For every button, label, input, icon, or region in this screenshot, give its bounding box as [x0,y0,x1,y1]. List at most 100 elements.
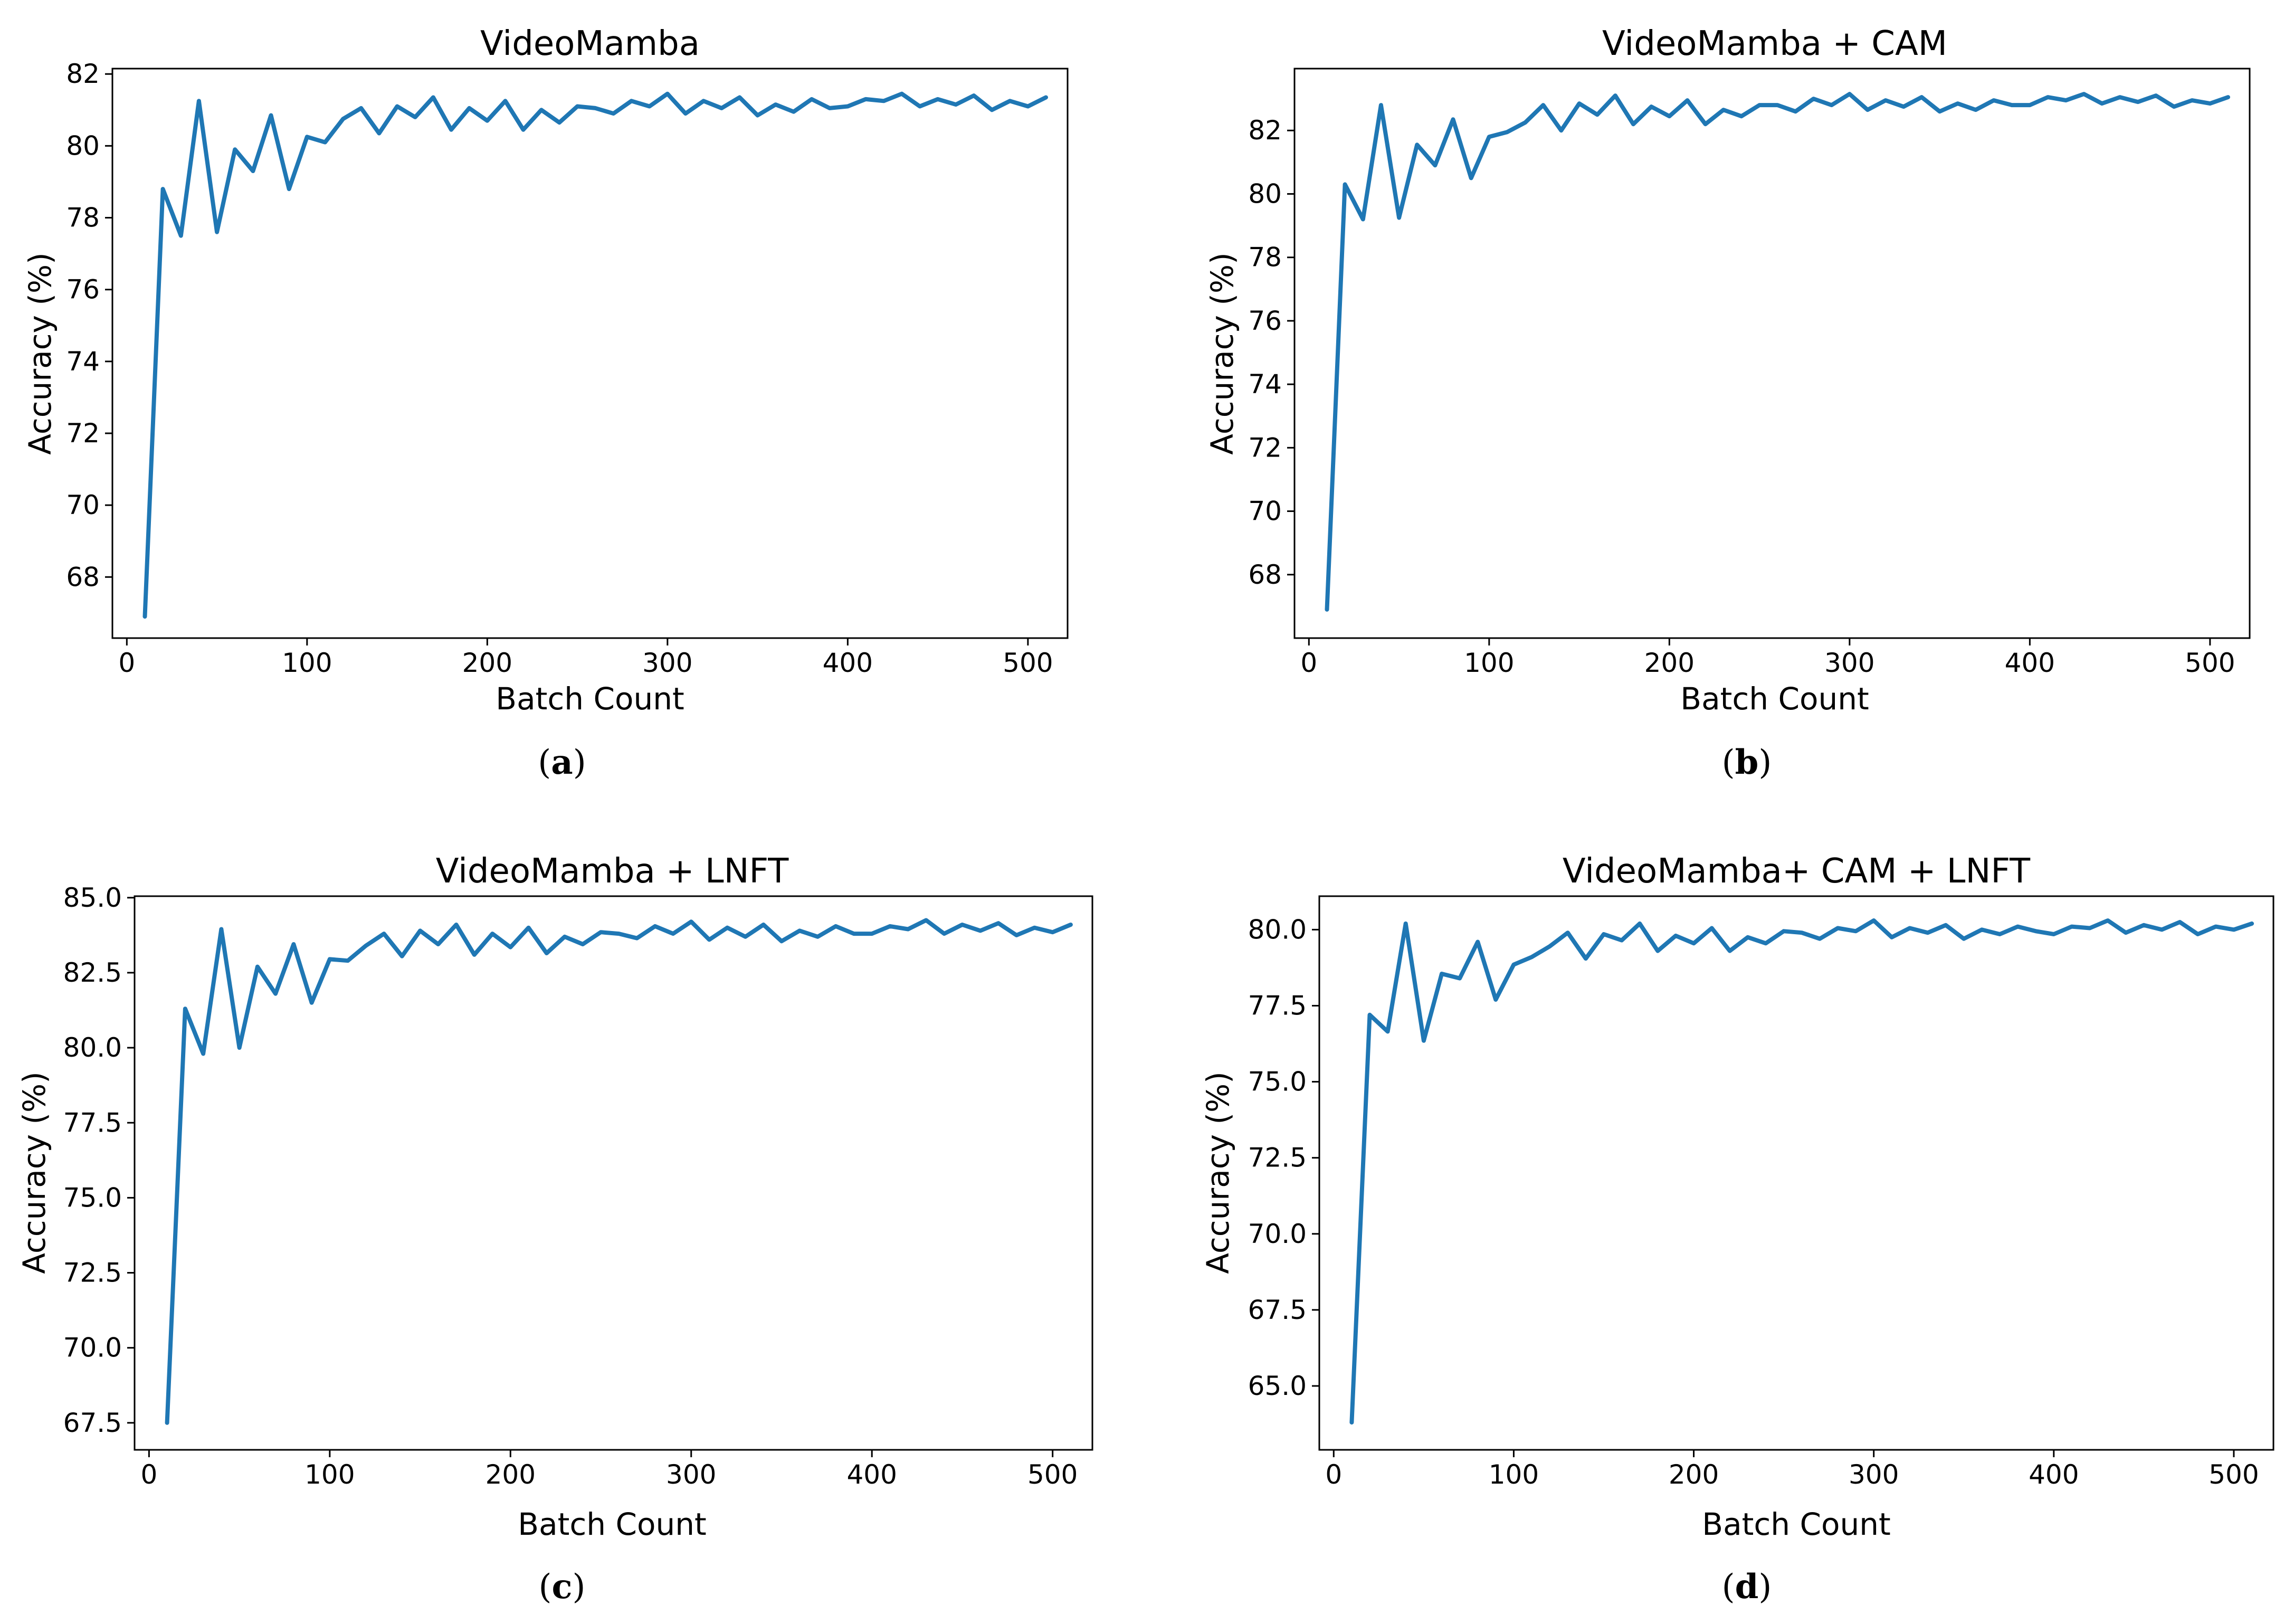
caption-letter: a [551,743,573,782]
panel-a-y-axis-label: Accuracy (%) [22,252,58,455]
panel-a-xtick-label: 200 [462,648,512,678]
panel-d-caption: (d) [1722,1567,1772,1607]
panel-b-ytick-label: 80 [1248,178,1282,209]
panel-b-ytick-label: 68 [1248,559,1282,590]
panel-c-x-axis-label: Batch Count [518,1506,706,1542]
panel-b-ytick-label: 76 [1248,306,1282,336]
panel-a-ytick-label: 78 [66,203,100,233]
panel-a-xtick-label: 100 [282,648,332,678]
panel-a-plot-frame [111,68,1069,639]
panel-d-plot-frame [1318,895,2274,1451]
panel-a-xtick-label: 0 [118,648,135,678]
panel-c-ytick-label: 77.5 [63,1107,122,1138]
panel-b-xtick-label: 300 [1824,648,1874,678]
panel-d-ytick-label: 75.0 [1248,1067,1307,1097]
panel-b-xtick-label: 400 [2005,648,2055,678]
panel-d: VideoMamba+ CAM + LNFT 0 100 200 300 400 500 6… [1200,852,2274,1607]
caption-close-paren: ) [572,1568,585,1607]
panel-d-xtick-label: 400 [2029,1459,2079,1490]
caption-open-paren: ( [538,743,551,782]
panel-b-ytick-label: 70 [1248,496,1282,527]
panel-c-ytick-label: 67.5 [63,1408,122,1438]
panel-a-ytick-label: 76 [66,274,100,305]
panel-d-series-line [1349,918,2254,1425]
panel-b-xtick-label: 100 [1464,648,1514,678]
panel-d-ytick-label: 67.5 [1248,1295,1307,1325]
panel-b-ticks: 0 100 200 300 400 500 68 70 72 74 76 78 80 82 [1248,115,2235,678]
panel-c: VideoMamba + LNFT 0 100 200 300 400 500 67.5 70… [16,852,1093,1607]
panel-a-series-line [142,91,1048,619]
panel-c-title: VideoMamba + LNFT [436,852,789,891]
panel-d-xtick-label: 200 [1669,1459,1719,1490]
panel-c-ytick-label: 72.5 [63,1258,122,1288]
panel-b-x-axis-label: Batch Count [1680,681,1869,717]
panel-c-xtick-label: 500 [1027,1459,1078,1490]
panel-b-xtick-label: 0 [1300,648,1317,678]
panel-c-xtick-label: 400 [846,1459,897,1490]
panel-a: VideoMamba 0 100 200 300 400 500 68 70 72 74 76 78 8… [22,24,1069,782]
panel-a-xtick-label: 500 [1003,648,1053,678]
panel-d-ytick-label: 65.0 [1248,1371,1307,1401]
caption-open-paren: ( [1722,1568,1735,1607]
caption-close-paren: ) [1758,1568,1772,1607]
panel-a-caption: (a) [538,743,586,782]
panel-d-xtick-label: 100 [1489,1459,1539,1490]
panel-a-x-axis-label: Batch Count [496,681,684,717]
panel-c-ytick-label: 70.0 [63,1333,122,1363]
panel-d-ytick-label: 77.5 [1248,990,1307,1021]
panel-c-caption: (c) [539,1567,586,1607]
caption-letter: c [552,1567,573,1607]
panel-d-x-axis-label: Batch Count [1702,1506,1890,1542]
panel-c-ytick-label: 75.0 [63,1182,122,1213]
panel-a-ytick-label: 80 [66,130,100,161]
panel-a-ytick-label: 68 [66,562,100,592]
panel-d-xtick-label: 0 [1325,1459,1342,1490]
caption-close-paren: ) [573,743,586,782]
panel-b-xtick-label: 500 [2185,648,2235,678]
panel-b-plot-frame [1293,68,2251,639]
panel-b-ytick-label: 74 [1248,369,1282,400]
panel-c-xtick-label: 200 [486,1459,536,1490]
panel-d-y-axis-label: Accuracy (%) [1200,1071,1236,1274]
panel-a-ytick-label: 82 [66,59,100,89]
panel-b-series-line [1325,92,2230,612]
panel-b-ytick-label: 72 [1248,432,1282,463]
panel-d-ytick-label: 72.5 [1248,1143,1307,1173]
panel-b-xtick-label: 200 [1644,648,1695,678]
panel-d-ytick-label: 70.0 [1248,1219,1307,1249]
panel-d-xtick-label: 500 [2209,1459,2259,1490]
caption-letter: b [1735,743,1759,782]
panel-d-ticks: 0 100 200 300 400 500 65.0 67.5 70.0 72.5 75.0 77.5… [1248,914,2259,1490]
panel-d-ytick-label: 80.0 [1248,914,1307,945]
panel-a-ytick-label: 70 [66,490,100,520]
panel-c-ticks: 0 100 200 300 400 500 67.5 70.0 72.5 75.0 77.5 80.0… [63,882,1078,1490]
panel-b-ytick-label: 82 [1248,115,1282,146]
caption-letter: d [1735,1567,1759,1607]
panel-a-title: VideoMamba [480,24,700,63]
panel-c-ytick-label: 85.0 [63,882,122,913]
caption-open-paren: ( [539,1568,552,1607]
panel-a-xtick-label: 400 [823,648,873,678]
caption-close-paren: ) [1758,743,1772,782]
panel-d-xtick-label: 300 [1849,1459,1899,1490]
panel-c-ytick-label: 82.5 [63,957,122,988]
panel-a-ytick-label: 72 [66,418,100,449]
panel-d-title: VideoMamba+ CAM + LNFT [1563,852,2031,891]
panel-b-y-axis-label: Accuracy (%) [1204,252,1240,455]
panel-c-y-axis-label: Accuracy (%) [16,1071,52,1274]
panel-c-xtick-label: 100 [304,1459,355,1490]
panel-b-ytick-label: 78 [1248,242,1282,273]
panel-a-xtick-label: 300 [642,648,692,678]
panel-c-series-line [165,918,1073,1425]
caption-open-paren: ( [1722,743,1735,782]
panel-c-xtick-label: 0 [140,1459,157,1490]
panel-c-plot-frame [134,895,1093,1451]
panel-c-xtick-label: 300 [666,1459,716,1490]
panel-b-title: VideoMamba + CAM [1602,24,1947,63]
panel-a-ytick-label: 74 [66,346,100,377]
panel-a-ticks: 0 100 200 300 400 500 68 70 72 74 76 78 80 82 [66,59,1053,678]
panel-b: VideoMamba + CAM 0 100 200 300 400 500 68 70 72 7… [1204,24,2251,782]
panel-c-ytick-label: 80.0 [63,1032,122,1063]
